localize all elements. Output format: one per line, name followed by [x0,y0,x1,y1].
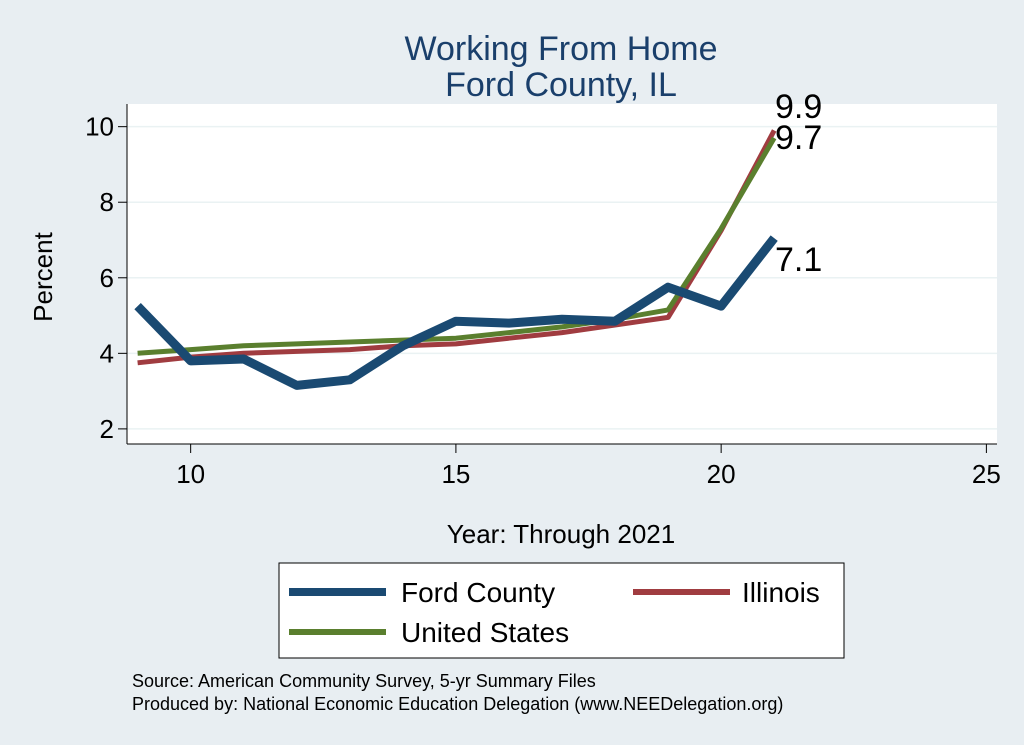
x-tick-label: 25 [972,459,1001,489]
chart-subtitle: Ford County, IL [445,66,677,104]
axis-ticks: 2 4 6 8 10 10 15 20 25 [85,112,1001,489]
y-tick-label: 2 [100,414,114,444]
x-tick-label: 10 [176,459,205,489]
produced-by-line: Produced by: National Economic Education… [132,694,783,714]
y-tick-label: 8 [100,187,114,217]
x-tick-label: 15 [441,459,470,489]
x-axis-title: Year: Through 2021 [447,519,675,549]
end-label-united-states: 9.7 [775,119,822,157]
end-label-ford-county: 7.1 [775,241,822,279]
chart-title: Working From Home [405,30,718,68]
y-tick-label: 6 [100,263,114,293]
legend-label-ford-county: Ford County [401,577,555,608]
series-line-ford-county [134,235,778,390]
y-tick-label: 4 [100,338,114,368]
y-axis-title: Percent [28,231,58,321]
x-tick-label: 20 [707,459,736,489]
legend-label-illinois: Illinois [742,577,820,608]
y-tick-label: 10 [85,112,114,142]
source-line: Source: American Community Survey, 5-yr … [132,671,596,691]
legend-label-united-states: United States [401,617,569,648]
plot-area [127,104,997,444]
series-line-united-states [137,136,777,356]
legend-box [278,562,845,659]
series-lines [134,129,778,390]
series-line-illinois [137,129,777,366]
end-label-illinois: 9.9 [775,88,822,126]
